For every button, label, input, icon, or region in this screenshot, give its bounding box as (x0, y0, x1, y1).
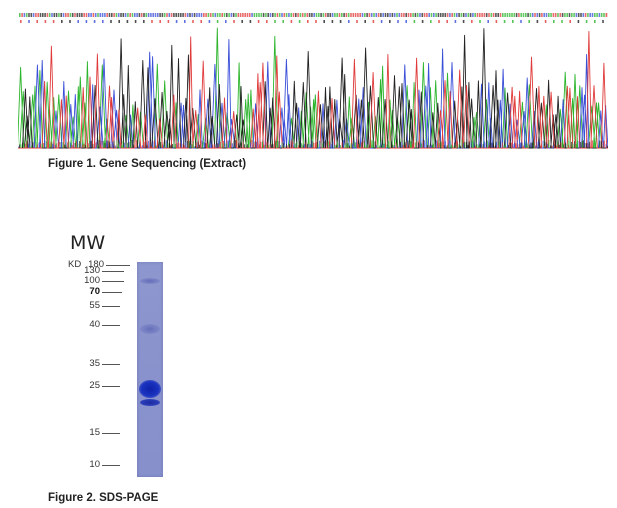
marker-tick-70 (102, 292, 122, 293)
marker-tick-40 (102, 325, 120, 326)
marker-label-35: 35 (89, 358, 100, 369)
marker-tick-35 (102, 364, 120, 365)
marker-tick-10 (102, 465, 120, 466)
protein-band-main (139, 380, 161, 398)
gel-lane (137, 262, 163, 477)
marker-label-55: 55 (89, 300, 100, 311)
baseline-noise (18, 140, 608, 148)
figure-1-caption: Figure 1. Gene Sequencing (Extract) (48, 158, 247, 170)
marker-label-130: 130 (84, 265, 100, 276)
marker-label-100: 100 (84, 275, 100, 286)
gene-sequencing-chromatogram (18, 13, 608, 149)
marker-label-15: 15 (89, 427, 100, 438)
marker-tick-100 (102, 281, 124, 282)
marker-tick-180 (106, 265, 130, 266)
marker-tick-130 (102, 271, 124, 272)
figure-2-caption: Figure 2. SDS-PAGE (48, 492, 159, 504)
marker-label-180: 180 (88, 259, 104, 270)
marker-label-25: 25 (89, 380, 100, 391)
faint-band-middle (140, 324, 160, 334)
marker-tick-15 (102, 433, 120, 434)
marker-label-70: 70 (89, 286, 100, 297)
mw-title: MW (70, 232, 106, 254)
marker-tick-25 (102, 386, 120, 387)
marker-ladder: 180 130 100 70 55 40 35 25 15 10 (60, 256, 140, 478)
marker-tick-55 (102, 306, 120, 307)
marker-label-40: 40 (89, 319, 100, 330)
faint-band-upper (140, 278, 160, 284)
base-call-row (19, 13, 608, 23)
unit-label: KD (68, 259, 82, 270)
protein-band-minor (140, 399, 160, 406)
marker-label-10: 10 (89, 459, 100, 470)
